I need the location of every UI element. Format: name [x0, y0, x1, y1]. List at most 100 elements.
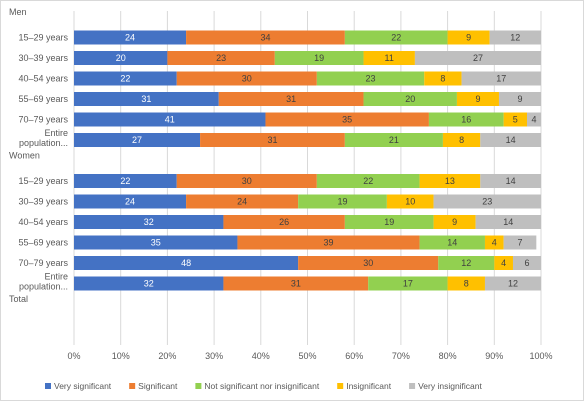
bar-segment-very-insignificant [480, 174, 541, 188]
legend-item-very-significant: Very significant [54, 381, 112, 391]
row-label: Entire population... [19, 272, 68, 292]
bar-segment-significant [167, 51, 275, 65]
data-label: 26 [279, 217, 289, 227]
bar-segment-very-insignificant [484, 276, 541, 291]
data-label: 23 [482, 197, 492, 207]
data-label: 19 [314, 53, 324, 63]
x-tick-label: 70% [392, 351, 410, 361]
data-label: 17 [403, 279, 413, 289]
bar-segment-insignificant [456, 92, 499, 106]
bar-segment-very-insignificant [512, 256, 541, 270]
bar-segment-very-insignificant [489, 30, 541, 45]
data-label: 35 [151, 238, 161, 248]
x-tick-label: 90% [485, 351, 503, 361]
data-label: 22 [120, 74, 130, 84]
row-label-line: population... [19, 138, 68, 148]
data-label: 12 [508, 279, 518, 289]
data-label: 20 [405, 94, 415, 104]
bar-segment-significant [186, 30, 345, 45]
row-label: 70–79 years [18, 258, 68, 268]
legend-swatch [45, 383, 51, 389]
bar-segment-insignificant [424, 71, 462, 86]
data-label: 9 [517, 94, 522, 104]
data-label: 24 [237, 197, 247, 207]
bar-segment-very-significant [74, 235, 238, 250]
bar-segment-significant [176, 174, 317, 188]
data-label: 32 [144, 217, 154, 227]
data-label: 4 [501, 258, 506, 268]
bar-segment-very-insignificant [433, 194, 541, 209]
legend: Very significant Significant Not significa… [45, 381, 483, 391]
bar-segment-significant [265, 112, 429, 127]
data-label: 22 [120, 176, 130, 186]
bar-segment-very-insignificant [480, 133, 541, 147]
bar-segment-significant [176, 71, 317, 86]
bar-segment-not-significant-nor-insignificant [368, 276, 448, 291]
data-label: 13 [445, 176, 455, 186]
x-axis-ticks: 0% 10% 20% 30% 40% 50% 60% 70% 80% 90% 100% [67, 351, 552, 361]
legend-swatch [409, 383, 416, 389]
bar-segment-significant [298, 256, 439, 270]
row-label: 15–29 years [18, 176, 68, 186]
x-tick-label: 40% [252, 351, 270, 361]
bar-segment-not-significant-nor-insignificant [344, 133, 443, 147]
bar-segment-significant [223, 276, 369, 291]
bar-segment-significant [237, 235, 420, 250]
data-label: 14 [447, 238, 457, 248]
category-labels: Men 15–29 years 30–39 years 40–54 years 55–6… [9, 7, 68, 304]
data-label: 24 [125, 33, 135, 43]
data-label: 4 [492, 238, 497, 248]
data-label: 5 [513, 115, 518, 125]
row-label: 15–29 years [18, 33, 68, 43]
row-label-line: population... [19, 282, 68, 292]
bar-segment-insignificant [386, 194, 434, 209]
data-label: 39 [324, 238, 334, 248]
data-label: 23 [216, 53, 226, 63]
data-label: 9 [475, 94, 480, 104]
bar-segment-insignificant [447, 30, 490, 45]
bar-segment-insignificant [433, 215, 476, 229]
row-label: 70–79 years [18, 115, 68, 125]
x-tick-label: 60% [345, 351, 363, 361]
bar-segment-very-significant [74, 92, 219, 106]
group-label-men: Men [9, 7, 27, 17]
bar-segment-significant [218, 92, 364, 106]
x-tick-label: 100% [529, 351, 552, 361]
row-label: 55–69 years [18, 94, 68, 104]
bar-segment-very-insignificant [526, 112, 541, 127]
data-label: 31 [267, 135, 277, 145]
bar-segment-very-significant [74, 276, 224, 291]
x-tick-label: 20% [158, 351, 176, 361]
data-label: 9 [466, 33, 471, 43]
bar-segment-very-insignificant [414, 51, 541, 65]
bar-segment-very-significant [74, 174, 177, 188]
data-label: 23 [366, 74, 376, 84]
data-label: 34 [260, 33, 270, 43]
data-label: 22 [363, 176, 373, 186]
data-label: 30 [242, 176, 252, 186]
legend-swatch [337, 383, 344, 389]
bar-segment-very-significant [74, 133, 201, 147]
row-label: Entire population... [19, 128, 68, 148]
data-label: 10 [405, 197, 415, 207]
data-label: 14 [506, 176, 516, 186]
data-label: 27 [473, 53, 483, 63]
x-tick-label: 10% [112, 351, 130, 361]
group-label-total: Total [9, 294, 28, 304]
legend-item-significant: Significant [138, 381, 178, 391]
bar-segment-very-significant [74, 51, 168, 65]
bar-segment-insignificant [419, 174, 481, 188]
data-label: 16 [461, 115, 471, 125]
legend-swatch [129, 383, 136, 389]
data-label: 21 [389, 135, 399, 145]
data-label: 9 [452, 217, 457, 227]
legend-swatch [195, 383, 202, 389]
row-label: 40–54 years [18, 217, 68, 227]
bar-segment-very-significant [74, 194, 187, 209]
data-label: 7 [517, 238, 522, 248]
legend-item-insignificant: Insignificant [346, 381, 392, 391]
legend-item-not-significant-nor-insignificant: Not significant nor insignificant [204, 381, 319, 391]
